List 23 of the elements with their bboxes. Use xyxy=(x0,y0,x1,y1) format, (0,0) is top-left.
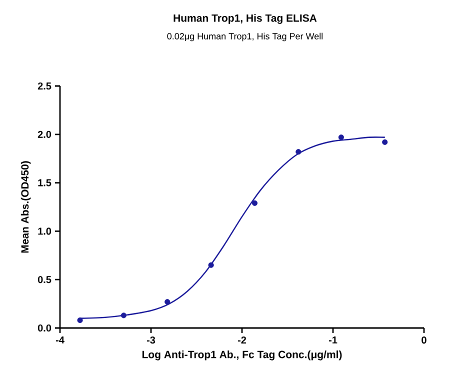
y-tick-label: 2.0 xyxy=(38,130,52,138)
y-tick-label: 1.0 xyxy=(38,228,52,235)
point xyxy=(164,299,170,305)
y-tick-label: 1.5 xyxy=(38,179,52,186)
point xyxy=(120,312,126,318)
point xyxy=(77,317,83,324)
chart-title: Human Trop1, His Tag ELISA xyxy=(174,14,317,24)
chart-subtitle: 0.02μg Human Trop1, His Tag Per Well xyxy=(167,32,323,42)
point xyxy=(382,139,388,145)
y-tick-label: 0.5 xyxy=(38,276,52,284)
x-tick-label: 0 xyxy=(422,336,426,344)
point xyxy=(296,149,302,155)
point xyxy=(208,262,214,268)
x-tick-label: -4 xyxy=(56,336,64,344)
x-tick-label: -3 xyxy=(146,336,156,344)
point xyxy=(338,134,344,140)
y-tick-label: 2.5 xyxy=(38,82,52,90)
x-tick-label: -1 xyxy=(328,336,338,344)
y-tick-label: 0.0 xyxy=(38,324,52,332)
point xyxy=(252,200,258,206)
y-axis-title: Mean Abs.(OD450) xyxy=(20,161,31,253)
x-axis-title: Log Anti-Trop1 Ab., Fc Tag Conc.(μg/ml) xyxy=(142,350,342,360)
x-tick-label: -2 xyxy=(238,336,246,344)
